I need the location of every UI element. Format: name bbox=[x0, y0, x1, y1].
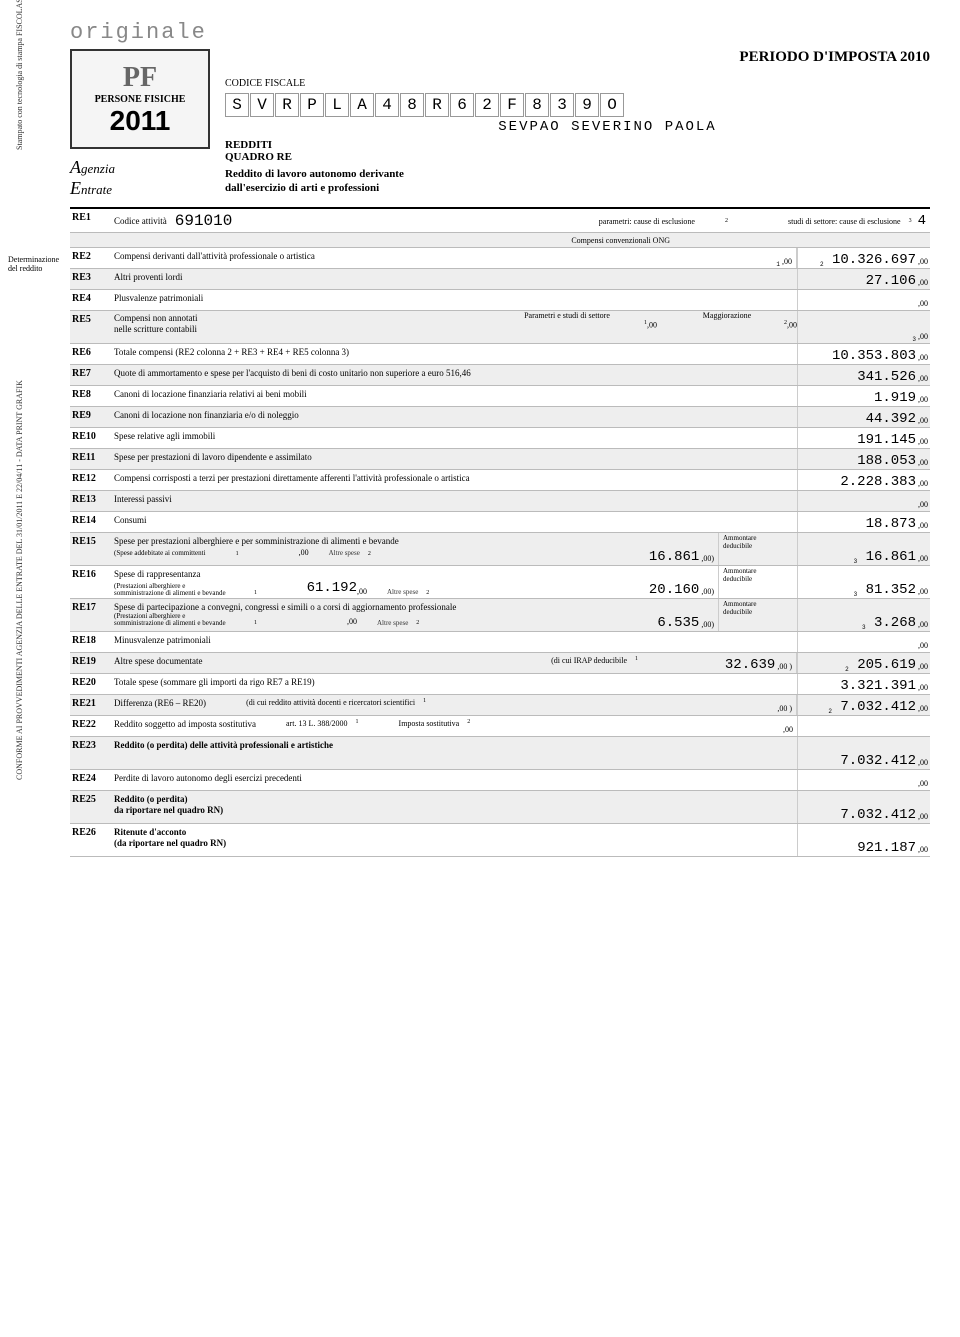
side-print-note-1: Stampato con tecnologia di stampa FISCOL… bbox=[15, 0, 24, 150]
row-re17: RE17 Spese di partecipazione a convegni,… bbox=[70, 599, 930, 632]
row-re21: RE21 Differenza (RE6 – RE20) (di cui red… bbox=[70, 695, 930, 716]
row-re12: RE12 Compensi corrisposti a terzi per pr… bbox=[70, 470, 930, 491]
quadro-label: QUADRO RE bbox=[225, 151, 930, 163]
logo-agenzia: Agenzia Entrate bbox=[70, 157, 215, 199]
row-re3: RE3 Altri proventi lordi 27.106,00 bbox=[70, 269, 930, 290]
re1-activity-code: 691010 bbox=[167, 212, 241, 231]
row-re20: RE20 Totale spese (sommare gli importi d… bbox=[70, 674, 930, 695]
periodo-imposta: PERIODO D'IMPOSTA 2010 bbox=[225, 49, 930, 66]
side-determinazione: Determinazionedel reddito bbox=[8, 256, 66, 274]
row-re5: RE5 Compensi non annotati nelle scrittur… bbox=[70, 311, 930, 344]
row-re24: RE24 Perdite di lavoro autonomo degli es… bbox=[70, 770, 930, 791]
row-re15: RE15 Spese per prestazioni alberghiere e… bbox=[70, 533, 930, 566]
row-re4: RE4 Plusvalenze patrimoniali ,00 bbox=[70, 290, 930, 311]
codice-fiscale-boxes: SVRPLA48R62F839O bbox=[225, 93, 930, 117]
side-print-note-2: CONFORME AI PROVVEDIMENTI AGENZIA DELLE … bbox=[15, 380, 24, 780]
row-re22: RE22 Reddito soggetto ad imposta sostitu… bbox=[70, 716, 930, 737]
re1-studi-value: 4 bbox=[918, 213, 926, 230]
row-re7: RE7 Quote di ammortamento e spese per l'… bbox=[70, 365, 930, 386]
row-re1: RE1 Codice attività 691010 parametri: ca… bbox=[70, 209, 930, 233]
row-re11: RE11 Spese per prestazioni di lavoro dip… bbox=[70, 449, 930, 470]
row-re10: RE10 Spese relative agli immobili 191.14… bbox=[70, 428, 930, 449]
row-re18: RE18 Minusvalenze patrimoniali ,00 bbox=[70, 632, 930, 653]
subtitle: Reddito di lavoro autonomo derivantedall… bbox=[225, 167, 930, 196]
row-re16: RE16 Spese di rappresentanza (Prestazion… bbox=[70, 566, 930, 599]
row-re19: RE19 Altre spese documentate (di cui IRA… bbox=[70, 653, 930, 674]
codice-fiscale-label: CODICE FISCALE bbox=[225, 78, 930, 89]
row-re14: RE14 Consumi 18.873,00 bbox=[70, 512, 930, 533]
logo-pf: PF PERSONE FISICHE 2011 bbox=[70, 49, 210, 149]
row-ong: Compensi convenzionali ONG bbox=[70, 233, 930, 248]
row-re26: RE26 Ritenute d'acconto(da riportare nel… bbox=[70, 824, 930, 857]
row-re23: RE23 Reddito (o perdita) delle attività … bbox=[70, 737, 930, 770]
redditi-label: REDDITI bbox=[225, 139, 930, 151]
row-re6: RE6 Totale compensi (RE2 colonna 2 + RE3… bbox=[70, 344, 930, 365]
row-re8: RE8 Canoni di locazione finanziaria rela… bbox=[70, 386, 930, 407]
row-re25: RE25 Reddito (o perdita)da riportare nel… bbox=[70, 791, 930, 824]
row-re2: Determinazionedel reddito RE2 Compensi d… bbox=[70, 248, 930, 269]
stamp-originale: originale bbox=[70, 20, 930, 45]
row-re9: RE9 Canoni di locazione non finanziaria … bbox=[70, 407, 930, 428]
codice-fiscale-name: SEVPAO SEVERINO PAOLA bbox=[285, 119, 930, 135]
row-re13: RE13 Interessi passivi ,00 bbox=[70, 491, 930, 512]
